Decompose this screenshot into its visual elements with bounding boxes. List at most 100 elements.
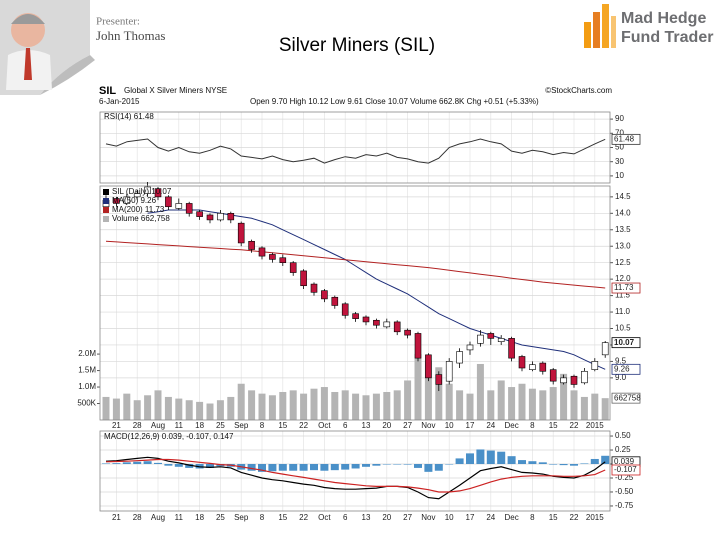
volume-bar	[601, 398, 609, 420]
y-tick-label: 13.0	[615, 241, 631, 250]
histogram-bar	[372, 464, 381, 466]
histogram-bar	[247, 464, 256, 471]
y2-tick-label: 1.0M	[78, 382, 96, 391]
candle-body	[279, 257, 287, 263]
slide-title: Silver Miners (SIL)	[279, 35, 435, 56]
volume-bar	[112, 398, 120, 420]
volume-bar	[248, 390, 256, 420]
value-label-box	[611, 363, 641, 375]
y-tick-label: 12.0	[615, 274, 631, 283]
histogram-bar	[143, 461, 152, 465]
logo-text: Fund Trader	[621, 29, 713, 46]
x-tick-label: 11	[175, 513, 184, 522]
candle-body	[217, 213, 224, 221]
volume-bar	[383, 391, 391, 420]
volume-bar	[237, 383, 245, 420]
y-tick-label: -0.50	[615, 487, 634, 496]
x-tick-label: 6	[343, 421, 348, 430]
histogram-bar	[206, 464, 214, 468]
x-tick-label: 20	[382, 421, 391, 430]
candle-body	[508, 338, 515, 359]
candle-body	[477, 334, 484, 344]
histogram-bar	[601, 455, 610, 465]
volume-bar	[508, 387, 516, 420]
quote-summary: Open 9.70 High 10.12 Low 9.61 Close 10.0…	[250, 97, 539, 106]
legend-swatch	[103, 189, 109, 195]
candle-body	[466, 344, 474, 351]
y-tick-label: 9.5	[615, 357, 627, 366]
y-tick-label: 30	[615, 157, 624, 166]
volume-bar	[258, 393, 266, 420]
volume-bar	[591, 393, 599, 420]
logo-mark	[584, 4, 616, 48]
x-tick-label: 24	[486, 421, 495, 430]
candle-body	[144, 186, 151, 194]
y2-tick-label: 1.5M	[78, 366, 96, 375]
x-tick-label: 15	[278, 513, 287, 522]
candle-body	[414, 333, 422, 359]
x-tick-label: Nov	[421, 421, 435, 430]
histogram-bar	[393, 464, 402, 465]
value-label: 9.26	[614, 364, 630, 373]
candle-body	[383, 321, 391, 328]
histogram-bar	[112, 463, 121, 465]
x-tick-label: 17	[466, 513, 475, 522]
y-tick-label: 50	[615, 143, 624, 152]
candle-body	[196, 211, 203, 217]
y-tick-label: 10.5	[615, 324, 631, 333]
macd-line	[105, 456, 606, 500]
candle-body	[529, 364, 536, 370]
logo-text: Mad Hedge	[621, 10, 706, 27]
histogram-bar	[497, 451, 506, 465]
value-label: 11.73	[614, 283, 634, 292]
histogram-bar	[133, 461, 142, 465]
candle-body	[518, 356, 526, 369]
candle-body	[321, 290, 328, 300]
volume-bar	[404, 380, 412, 420]
volume-bar	[185, 400, 193, 420]
histogram-bar	[424, 464, 433, 472]
x-tick-label: Oct	[318, 421, 331, 430]
x-tick-label: 8	[260, 513, 265, 522]
volume-bar	[320, 387, 328, 420]
histogram-bar	[289, 464, 298, 471]
x-tick-label: 24	[486, 513, 495, 522]
y-tick-label: 9.0	[615, 373, 627, 382]
x-tick-label: 15	[549, 513, 558, 522]
panel-frame	[99, 185, 611, 421]
x-tick-label: 8	[530, 513, 535, 522]
histogram-bar	[590, 458, 599, 465]
x-tick-label: Dec	[504, 421, 518, 430]
histogram-bar	[455, 458, 464, 465]
x-tick-label: 13	[362, 421, 371, 430]
volume-bar	[476, 363, 484, 420]
histogram-bar	[403, 464, 412, 465]
volume-bar	[539, 390, 547, 420]
histogram-bar	[466, 453, 474, 465]
histogram-bar	[362, 464, 370, 467]
y-tick-label: 70	[615, 128, 624, 137]
volume-bar	[393, 390, 401, 420]
candle-body	[404, 329, 411, 336]
histogram-bar	[382, 464, 391, 465]
value-label-box	[611, 337, 641, 349]
legend-label: MA(50) 9.26	[112, 196, 157, 205]
volume-bar	[445, 383, 453, 420]
x-tick-label: 22	[299, 513, 308, 522]
x-tick-label: 20	[382, 513, 391, 522]
volume-bar	[164, 396, 172, 420]
x-tick-label: Sep	[234, 513, 249, 522]
candle-body	[175, 203, 183, 209]
x-tick-label: Aug	[151, 421, 165, 430]
symbol: SIL	[99, 85, 116, 97]
x-tick-label: 27	[403, 421, 412, 430]
volume-bar	[144, 395, 152, 420]
x-tick-label: 25	[216, 421, 225, 430]
x-tick-label: 15	[549, 421, 558, 430]
candle-body	[373, 319, 380, 326]
panel-title: RSI(14) 61.48	[104, 112, 154, 121]
legend-swatch	[103, 198, 109, 204]
presenter-photo	[0, 0, 95, 95]
histogram-bar	[258, 464, 266, 472]
